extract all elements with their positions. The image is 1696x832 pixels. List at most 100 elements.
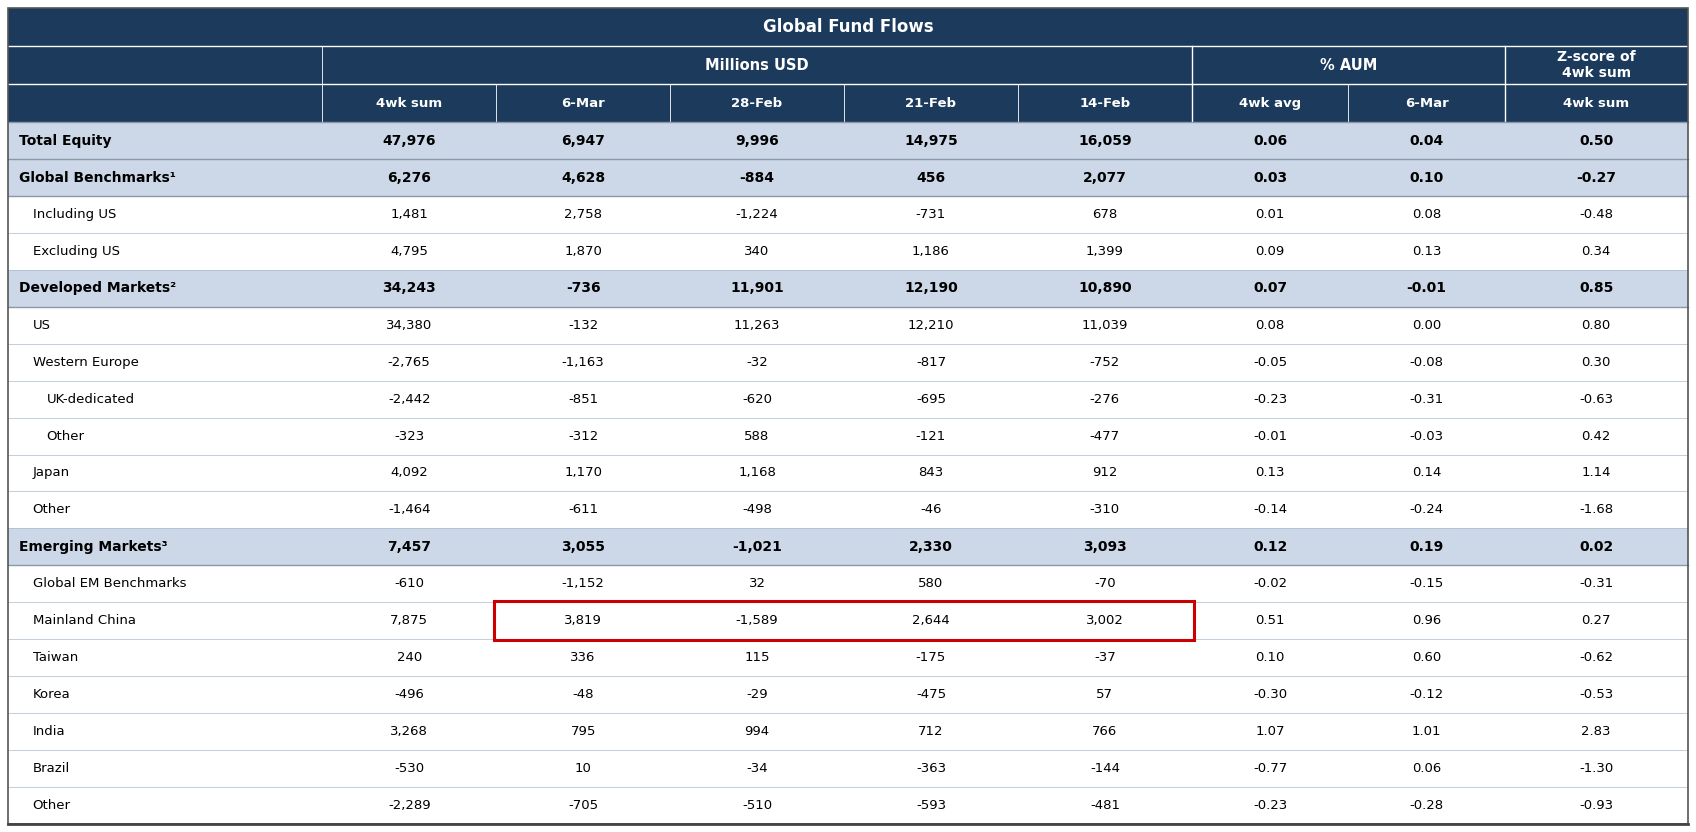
Text: 0.60: 0.60 bbox=[1413, 651, 1442, 664]
Text: 11,263: 11,263 bbox=[734, 319, 780, 332]
Text: Including US: Including US bbox=[32, 208, 115, 221]
Text: Z-score of
4wk sum: Z-score of 4wk sum bbox=[1557, 50, 1635, 81]
Text: 7,457: 7,457 bbox=[387, 540, 431, 554]
Text: Emerging Markets³: Emerging Markets³ bbox=[19, 540, 168, 554]
Bar bbox=[8, 344, 1688, 381]
Text: -70: -70 bbox=[1094, 577, 1116, 590]
Text: -0.31: -0.31 bbox=[1409, 393, 1443, 406]
Text: -0.12: -0.12 bbox=[1409, 688, 1443, 701]
Text: -0.24: -0.24 bbox=[1409, 503, 1443, 517]
Text: 6-Mar: 6-Mar bbox=[1404, 97, 1448, 110]
Text: -0.03: -0.03 bbox=[1409, 429, 1443, 443]
Text: 0.03: 0.03 bbox=[1253, 171, 1287, 185]
Text: -0.48: -0.48 bbox=[1579, 208, 1613, 221]
Text: 3,093: 3,093 bbox=[1084, 540, 1126, 554]
Text: 4,092: 4,092 bbox=[390, 467, 427, 479]
Text: UK-dedicated: UK-dedicated bbox=[47, 393, 134, 406]
Bar bbox=[8, 307, 1688, 344]
Text: 115: 115 bbox=[745, 651, 770, 664]
Text: 57: 57 bbox=[1096, 688, 1113, 701]
Text: 10: 10 bbox=[575, 762, 592, 775]
Text: 795: 795 bbox=[570, 725, 595, 738]
Text: -2,442: -2,442 bbox=[388, 393, 431, 406]
Text: 11,901: 11,901 bbox=[731, 281, 784, 295]
Text: -510: -510 bbox=[741, 799, 772, 812]
Text: -276: -276 bbox=[1091, 393, 1119, 406]
Text: -498: -498 bbox=[743, 503, 772, 517]
Text: -0.02: -0.02 bbox=[1253, 577, 1287, 590]
Text: -132: -132 bbox=[568, 319, 599, 332]
Text: -175: -175 bbox=[916, 651, 946, 664]
Text: -481: -481 bbox=[1091, 799, 1119, 812]
Text: 678: 678 bbox=[1092, 208, 1118, 221]
Text: 2,077: 2,077 bbox=[1084, 171, 1126, 185]
Text: 0.06: 0.06 bbox=[1413, 762, 1442, 775]
Text: 4,628: 4,628 bbox=[561, 171, 605, 185]
Text: 47,976: 47,976 bbox=[383, 134, 436, 148]
Text: -496: -496 bbox=[393, 688, 424, 701]
Text: -0.08: -0.08 bbox=[1409, 356, 1443, 369]
Text: Other: Other bbox=[32, 799, 71, 812]
Text: Korea: Korea bbox=[32, 688, 71, 701]
Text: 34,380: 34,380 bbox=[387, 319, 432, 332]
Text: 6-Mar: 6-Mar bbox=[561, 97, 605, 110]
Text: -0.15: -0.15 bbox=[1409, 577, 1443, 590]
Text: 0.34: 0.34 bbox=[1582, 245, 1611, 258]
Text: -312: -312 bbox=[568, 429, 599, 443]
Text: -323: -323 bbox=[393, 429, 424, 443]
Text: Other: Other bbox=[47, 429, 85, 443]
Text: 0.80: 0.80 bbox=[1582, 319, 1611, 332]
Text: -705: -705 bbox=[568, 799, 599, 812]
Text: 32: 32 bbox=[748, 577, 765, 590]
Text: -48: -48 bbox=[572, 688, 594, 701]
Text: 10,890: 10,890 bbox=[1079, 281, 1131, 295]
Text: -0.62: -0.62 bbox=[1579, 651, 1613, 664]
Text: 3,055: 3,055 bbox=[561, 540, 605, 554]
Text: 28-Feb: 28-Feb bbox=[731, 97, 782, 110]
Text: -0.63: -0.63 bbox=[1579, 393, 1613, 406]
Text: -0.14: -0.14 bbox=[1253, 503, 1287, 517]
Text: US: US bbox=[32, 319, 51, 332]
Text: 1.07: 1.07 bbox=[1255, 725, 1286, 738]
Text: 0.19: 0.19 bbox=[1409, 540, 1443, 554]
Bar bbox=[8, 639, 1688, 676]
Text: Global EM Benchmarks: Global EM Benchmarks bbox=[32, 577, 187, 590]
Text: 11,039: 11,039 bbox=[1082, 319, 1128, 332]
Bar bbox=[8, 122, 1688, 159]
Text: 0.13: 0.13 bbox=[1255, 467, 1286, 479]
Bar bbox=[8, 676, 1688, 713]
Text: 12,190: 12,190 bbox=[904, 281, 958, 295]
Text: 16,059: 16,059 bbox=[1079, 134, 1131, 148]
Text: -593: -593 bbox=[916, 799, 946, 812]
Text: -1,464: -1,464 bbox=[388, 503, 431, 517]
Text: -46: -46 bbox=[921, 503, 941, 517]
Text: 3,819: 3,819 bbox=[565, 614, 602, 627]
Text: 766: 766 bbox=[1092, 725, 1118, 738]
Bar bbox=[8, 492, 1688, 528]
Text: 7,875: 7,875 bbox=[390, 614, 427, 627]
Text: 0.10: 0.10 bbox=[1409, 171, 1443, 185]
Text: -37: -37 bbox=[1094, 651, 1116, 664]
Text: -0.93: -0.93 bbox=[1579, 799, 1613, 812]
Text: Global Fund Flows: Global Fund Flows bbox=[763, 18, 933, 37]
Text: -817: -817 bbox=[916, 356, 946, 369]
Text: -0.28: -0.28 bbox=[1409, 799, 1443, 812]
Text: 2,758: 2,758 bbox=[565, 208, 602, 221]
Text: -620: -620 bbox=[743, 393, 772, 406]
Text: Western Europe: Western Europe bbox=[32, 356, 139, 369]
Text: 4wk sum: 4wk sum bbox=[1564, 97, 1630, 110]
Text: 9,996: 9,996 bbox=[734, 134, 778, 148]
Bar bbox=[8, 528, 1688, 565]
Text: Mainland China: Mainland China bbox=[32, 614, 136, 627]
Text: 0.12: 0.12 bbox=[1253, 540, 1287, 554]
Text: -851: -851 bbox=[568, 393, 599, 406]
Text: -0.53: -0.53 bbox=[1579, 688, 1613, 701]
Text: 4,795: 4,795 bbox=[390, 245, 427, 258]
Text: 0.14: 0.14 bbox=[1413, 467, 1442, 479]
Text: -310: -310 bbox=[1091, 503, 1119, 517]
Text: -1.30: -1.30 bbox=[1579, 762, 1613, 775]
Text: -0.27: -0.27 bbox=[1576, 171, 1616, 185]
Text: -611: -611 bbox=[568, 503, 599, 517]
Bar bbox=[8, 381, 1688, 418]
Text: -32: -32 bbox=[746, 356, 768, 369]
